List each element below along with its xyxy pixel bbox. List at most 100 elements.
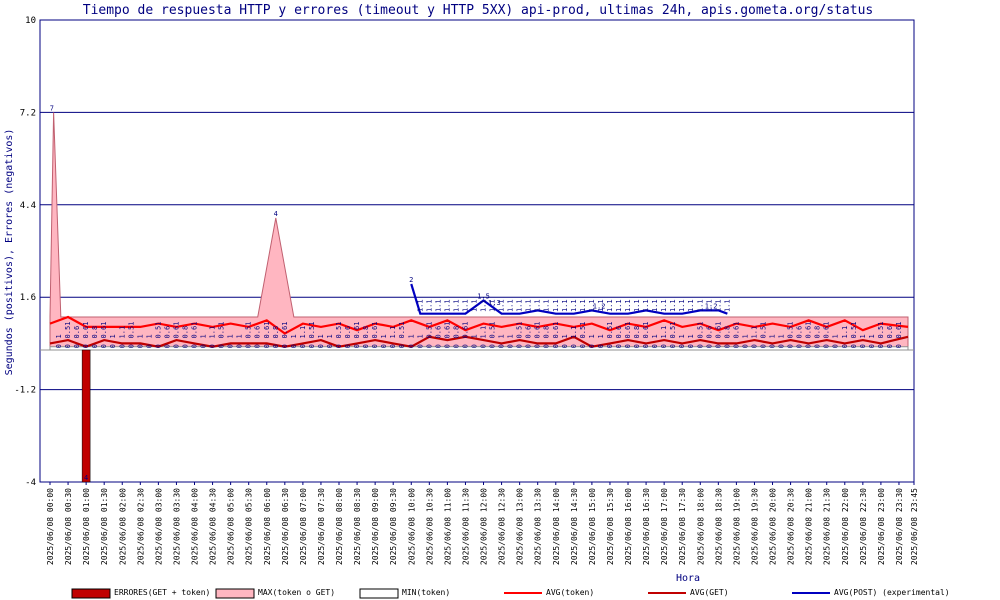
x-tick-label: 2025/06/08 23:45 bbox=[910, 488, 919, 565]
x-axis-label: Hora bbox=[676, 573, 700, 584]
legend-item: MIN(token) bbox=[359, 588, 450, 599]
x-tick-label: 2025/06/08 14:30 bbox=[570, 488, 579, 565]
value-label: 0 bbox=[714, 344, 722, 348]
post-value-label: 1.1 bbox=[651, 299, 659, 312]
value-label: 0.61 bbox=[353, 322, 361, 339]
value-label: 1 bbox=[145, 334, 153, 338]
value-label: 0 bbox=[579, 344, 587, 348]
value-label: 0.51 bbox=[154, 322, 162, 339]
x-tick-label: 2025/06/08 16:00 bbox=[624, 488, 633, 565]
y-tick-label: 4.4 bbox=[20, 201, 36, 211]
x-tick-label: 2025/06/08 13:00 bbox=[516, 488, 525, 565]
value-label: 0 bbox=[750, 344, 758, 348]
value-label: 1 bbox=[498, 334, 506, 338]
value-label: 0 bbox=[100, 344, 108, 348]
post-value-label: 1.1 bbox=[443, 299, 451, 312]
value-label: 0 bbox=[308, 344, 316, 348]
value-label: 0.61 bbox=[732, 322, 740, 339]
value-label: 1 bbox=[407, 334, 415, 338]
x-tick-label: 2025/06/08 16:30 bbox=[642, 488, 651, 565]
value-label: 0 bbox=[741, 344, 749, 348]
value-label: 0 bbox=[832, 344, 840, 348]
value-label: 0.6 bbox=[73, 326, 81, 339]
error-bars bbox=[81, 349, 91, 483]
x-axis-ticks: 2025/06/08 00:00 2025/06/08 00:30 2025/06/… bbox=[46, 482, 919, 565]
legend-label: AVG(POST) (experimental) bbox=[834, 588, 950, 597]
value-label: 0.61 bbox=[191, 322, 199, 339]
value-label: 0 bbox=[281, 344, 289, 348]
value-label: 1.1 bbox=[209, 326, 217, 339]
value-label: 0 bbox=[796, 344, 804, 348]
x-tick-label: 2025/06/08 03:00 bbox=[154, 488, 163, 565]
value-label: 0 bbox=[380, 344, 388, 348]
value-label: 0.61 bbox=[263, 322, 271, 339]
post-value-label: 1.1 bbox=[687, 299, 695, 312]
legend-label: AVG(GET) bbox=[690, 588, 729, 597]
value-label: 1 bbox=[651, 334, 659, 338]
value-label: 0.8 bbox=[452, 326, 460, 339]
value-label: 0.61 bbox=[371, 322, 379, 339]
value-label: 1 bbox=[687, 334, 695, 338]
x-tick-label: 2025/06/08 02:30 bbox=[136, 488, 145, 565]
legend-swatch bbox=[215, 588, 255, 599]
value-label: 0 bbox=[181, 344, 189, 348]
value-label: 1 bbox=[741, 334, 749, 338]
legend-swatch bbox=[71, 588, 111, 599]
x-tick-label: 2025/06/08 05:00 bbox=[227, 488, 236, 565]
post-value-label: 1.1 bbox=[714, 299, 722, 312]
value-label: 0.6 bbox=[434, 326, 442, 339]
value-label: 0.8 bbox=[633, 326, 641, 339]
value-label: 0 bbox=[732, 344, 740, 348]
post-value-label: 1.1 bbox=[561, 299, 569, 312]
value-label: 0 bbox=[73, 344, 81, 348]
x-tick-label: 2025/06/08 20:00 bbox=[769, 488, 778, 565]
chart-legend: ERRORES(GET + token) MAX(token o GET) MIN(… bbox=[71, 588, 950, 599]
x-tick-label: 2025/06/08 07:00 bbox=[299, 488, 308, 565]
value-label: 0.51 bbox=[669, 322, 677, 339]
value-label: 0.51 bbox=[579, 322, 587, 339]
data-label: 1.3 bbox=[488, 299, 501, 307]
y-axis-label: Segundos (positivos), Errores (negativos… bbox=[4, 129, 15, 376]
value-label: 0.51 bbox=[696, 322, 704, 339]
value-label: 0 bbox=[218, 344, 226, 348]
value-label: 0 bbox=[145, 344, 153, 348]
plot-area bbox=[39, 19, 915, 483]
value-label: 0 bbox=[344, 344, 352, 348]
value-label: 0.6 bbox=[796, 326, 804, 339]
x-tick-label: 2025/06/08 04:30 bbox=[209, 488, 218, 565]
x-tick-label: 2025/06/08 10:30 bbox=[425, 488, 434, 565]
value-label: 0.51 bbox=[308, 322, 316, 339]
value-label: 0 bbox=[461, 344, 469, 348]
y-tick-label: 7.2 bbox=[20, 108, 36, 118]
value-label: 1.1 bbox=[389, 326, 397, 339]
post-value-label: 1.1 bbox=[615, 299, 623, 312]
x-tick-label: 2025/06/08 05:30 bbox=[245, 488, 254, 565]
value-label: 0 bbox=[425, 344, 433, 348]
value-label: 0.51 bbox=[398, 322, 406, 339]
value-label: 0 bbox=[696, 344, 704, 348]
value-label: 0 bbox=[118, 344, 126, 348]
value-label: 0.51 bbox=[245, 322, 253, 339]
post-value-label: 1.1 bbox=[723, 299, 731, 312]
value-label: 1 bbox=[470, 334, 478, 338]
y-tick-label: -4 bbox=[25, 478, 36, 488]
value-label: 0.51 bbox=[127, 322, 135, 339]
value-label: 0 bbox=[615, 344, 623, 348]
value-label: 1 bbox=[416, 334, 424, 338]
value-label: 0 bbox=[64, 344, 72, 348]
value-label: 1 bbox=[859, 334, 867, 338]
value-label: 0 bbox=[480, 344, 488, 348]
value-label: 0.61 bbox=[552, 322, 560, 339]
post-value-label: 1.1 bbox=[633, 299, 641, 312]
post-value-label: 1.1 bbox=[543, 299, 551, 312]
value-label: 0 bbox=[109, 344, 117, 348]
value-label: 0.51 bbox=[64, 322, 72, 339]
value-label: 0.8 bbox=[723, 326, 731, 339]
value-label: 0 bbox=[516, 344, 524, 348]
post-value-label: 1.1 bbox=[588, 299, 596, 312]
x-tick-label: 2025/06/08 15:30 bbox=[606, 488, 615, 565]
value-label: 1 bbox=[200, 334, 208, 338]
post-value-label: 1.1 bbox=[434, 299, 442, 312]
value-label: 0 bbox=[407, 344, 415, 348]
data-label: 1.5 bbox=[477, 293, 490, 301]
